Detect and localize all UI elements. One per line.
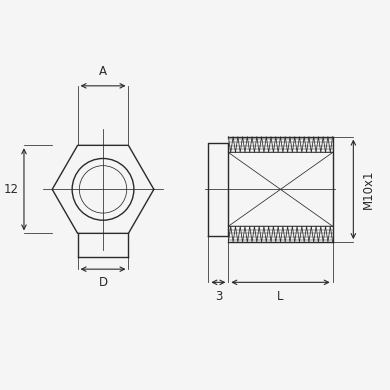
Text: D: D <box>98 276 108 289</box>
Text: 12: 12 <box>4 183 18 196</box>
Text: 3: 3 <box>215 290 222 303</box>
Text: M10x1: M10x1 <box>362 170 375 209</box>
Text: L: L <box>277 290 284 303</box>
Text: A: A <box>99 65 107 78</box>
